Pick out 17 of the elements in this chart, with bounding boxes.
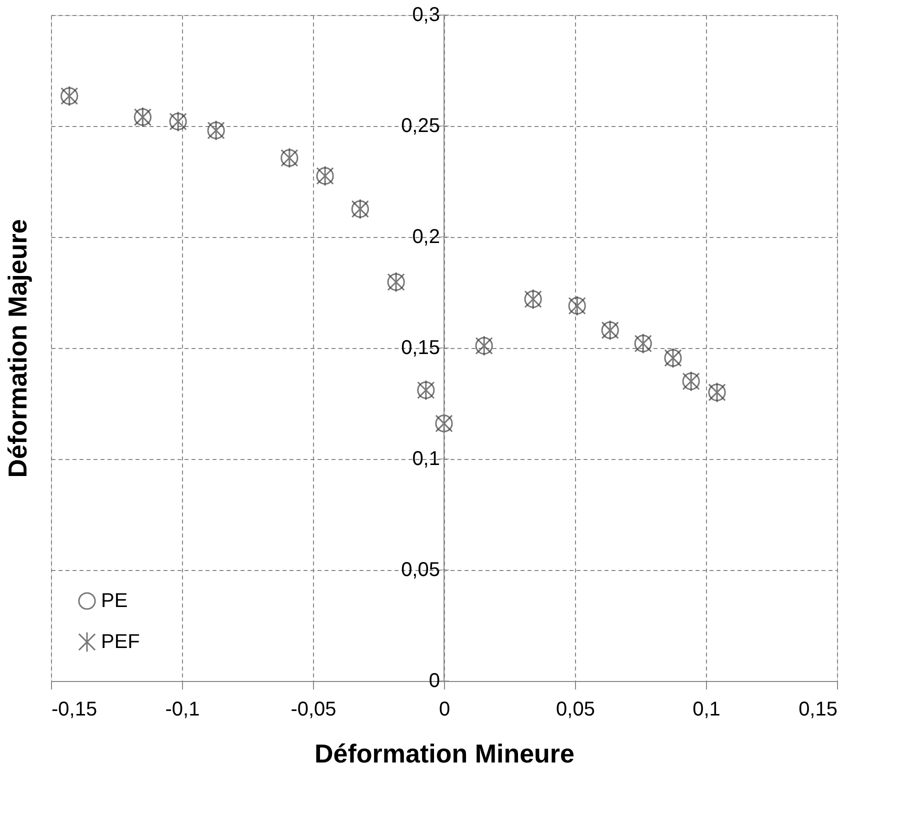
x-tick-label: 0,05 [556, 698, 595, 720]
y-tick-label: 0,2 [412, 226, 440, 248]
legend-label: PEF [101, 631, 140, 653]
y-axis-title: Déformation Majeure [2, 219, 32, 478]
x-tick-label: -0,1 [165, 698, 200, 720]
y-tick-label: 0,05 [401, 559, 440, 581]
x-tick-label: 0,1 [692, 698, 720, 720]
y-tick-label: 0,3 [412, 4, 440, 26]
x-tick-label: -0,15 [52, 698, 98, 720]
x-axis-title: Déformation Mineure [314, 738, 575, 768]
y-tick-label: 0,1 [412, 448, 440, 470]
legend-label: PE [101, 590, 128, 612]
x-tick-label: -0,05 [290, 698, 336, 720]
y-tick-label: 0 [428, 670, 440, 692]
x-tick-label: 0,15 [798, 698, 838, 720]
y-tick-label: 0,25 [401, 115, 440, 137]
y-tick-label: 0,15 [401, 337, 440, 359]
